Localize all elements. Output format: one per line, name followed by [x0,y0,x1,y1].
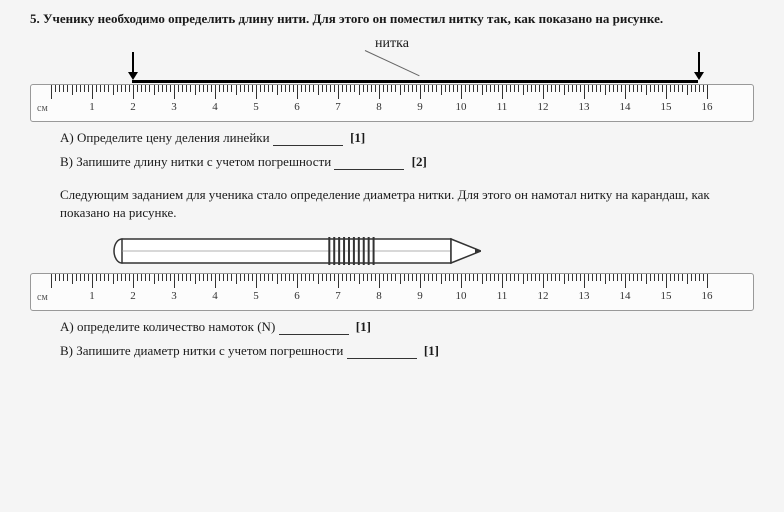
ruler-tick-label: 3 [171,290,177,302]
thread-diagram: см 12345678910111213141516 [30,52,754,122]
answer-blank-a1[interactable] [273,132,343,146]
thread-label: нитка [30,36,754,52]
ruler-tick-label: 7 [335,101,341,113]
problem-number: 5. [30,11,40,26]
ruler-tick-label: 2 [130,290,136,302]
ruler-tick-label: 10 [456,290,467,302]
question-a1-label: A) Определите цену деления линейки [60,130,270,145]
ruler-tick-label: 12 [538,101,549,113]
ruler-tick-label: 8 [376,101,382,113]
ruler-tick-label: 3 [171,101,177,113]
ruler-tick-label: 1 [89,290,95,302]
ruler-tick-label: 14 [620,290,631,302]
question-b2-score: [1] [424,343,439,358]
ruler-tick-label: 15 [661,101,672,113]
pencil [112,237,481,261]
answer-blank-b2[interactable] [347,345,417,359]
ruler-tick-label: 1 [89,101,95,113]
ruler-tick-label: 6 [294,101,300,113]
thread-line [132,80,698,83]
ruler-tick-label: 11 [497,101,508,113]
problem-text: Ученику необходимо определить длину нити… [43,11,663,26]
question-b2: B) Запишите диаметр нитки с учетом погре… [60,343,724,359]
answer-blank-a2[interactable] [279,321,349,335]
ruler-tick-label: 7 [335,290,341,302]
ruler-tick-label: 2 [130,101,136,113]
ruler-2: см 12345678910111213141516 [30,273,754,311]
ruler-tick-label: 16 [702,101,713,113]
ruler-tick-label: 12 [538,290,549,302]
arrow-end [698,52,700,74]
paragraph-2: Следующим заданием для ученика стало опр… [60,186,724,222]
ruler-tick-label: 13 [579,290,590,302]
question-b1-score: [2] [412,154,427,169]
ruler-tick-label: 5 [253,101,259,113]
ruler-tick-label: 4 [212,290,218,302]
ruler-1: см 12345678910111213141516 [30,84,754,122]
question-b1: B) Запишите длину нитки с учетом погрешн… [60,154,724,170]
ruler-tick-label: 15 [661,290,672,302]
answer-blank-b1[interactable] [334,156,404,170]
ruler-tick-label: 4 [212,101,218,113]
ruler-tick-label: 16 [702,290,713,302]
question-a2: A) определите количество намоток (N) [1] [60,319,724,335]
ruler-tick-label: 10 [456,101,467,113]
arrow-start [132,52,134,74]
pencil-diagram: см 12345678910111213141516 [30,231,754,311]
ruler-tick-label: 5 [253,290,259,302]
question-b2-label: B) Запишите диаметр нитки с учетом погре… [60,343,343,358]
thread-pointer-line [365,50,420,76]
ruler-tick-label: 9 [417,101,423,113]
ruler-tick-label: 8 [376,290,382,302]
ruler-tick-label: 14 [620,101,631,113]
ruler-tick-label: 9 [417,290,423,302]
ruler-tick-label: 6 [294,290,300,302]
question-b1-label: B) Запишите длину нитки с учетом погрешн… [60,154,331,169]
question-a2-label: A) определите количество намоток (N) [60,319,275,334]
question-a2-score: [1] [356,319,371,334]
ruler-tick-label: 13 [579,101,590,113]
ruler-tick-label: 11 [497,290,508,302]
question-a1: A) Определите цену деления линейки [1] [60,130,724,146]
problem-header: 5. Ученику необходимо определить длину н… [30,10,754,28]
question-a1-score: [1] [350,130,365,145]
